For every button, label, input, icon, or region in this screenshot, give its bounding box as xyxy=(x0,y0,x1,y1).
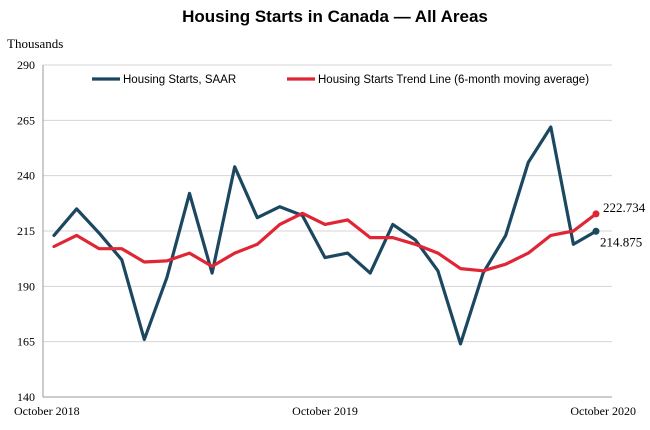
series-line-trend xyxy=(52,211,598,273)
end-label-trend: 222.734 xyxy=(603,200,646,215)
y-tick-label-240: 240 xyxy=(17,169,35,183)
legend: Housing Starts, SAAR Housing Starts Trend… xyxy=(92,74,589,86)
y-tick-label-215: 215 xyxy=(17,224,35,238)
grid-layer xyxy=(43,64,612,398)
y-tick-label-140: 140 xyxy=(17,390,35,404)
chart-title: Housing Starts in Canada — All Areas xyxy=(182,7,488,26)
x-tick-label-12: October 2019 xyxy=(292,404,358,418)
series-layer xyxy=(52,125,598,346)
end-label-saar: 214.875 xyxy=(600,234,642,249)
y-tick-label-290: 290 xyxy=(17,58,35,72)
x-tick-label-0: October 2018 xyxy=(14,404,80,418)
y-axis-unit-label: Thousands xyxy=(7,36,63,51)
series-line-saar xyxy=(52,125,598,346)
y-tick-label-165: 165 xyxy=(17,335,35,349)
y-tick-label-265: 265 xyxy=(17,113,35,127)
legend-item-trend-label: Housing Starts Trend Line (6-month movin… xyxy=(318,74,589,86)
legend-item-saar-label: Housing Starts, SAAR xyxy=(123,74,236,86)
y-tick-label-190: 190 xyxy=(17,279,35,293)
label-layer: 222.734 214.875 xyxy=(600,200,646,249)
end-marker-trend xyxy=(592,210,600,218)
x-tick-label-24: October 2020 xyxy=(570,404,636,418)
axis-layer: 140 165 190 215 240 265 290 Thousands October 20… xyxy=(7,36,636,418)
marker-layer xyxy=(592,210,600,235)
end-marker-saar xyxy=(592,227,600,235)
